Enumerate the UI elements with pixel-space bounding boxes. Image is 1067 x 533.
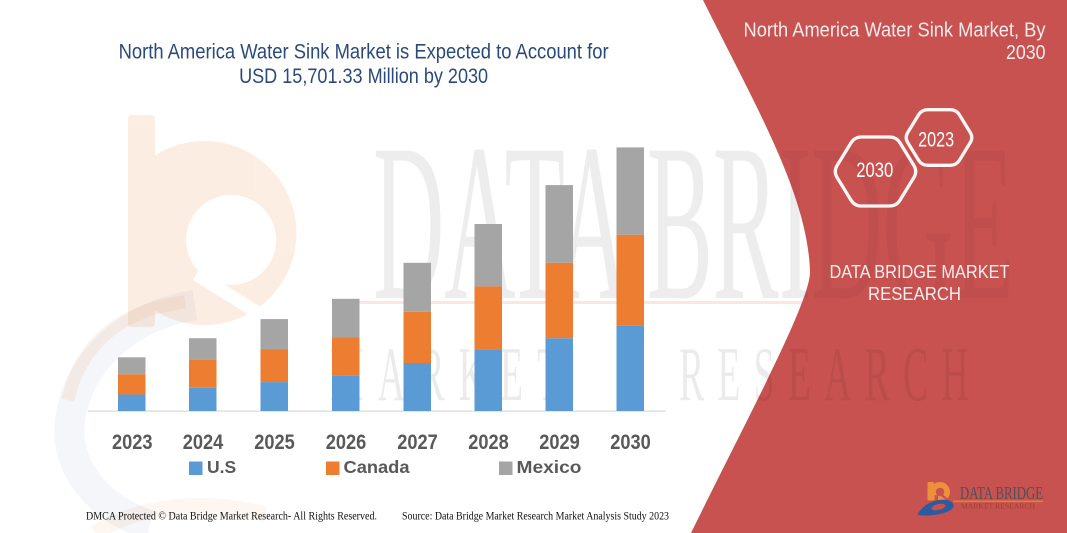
svg-text:U.S: U.S: [207, 457, 236, 477]
svg-text:DATA BRIDGE MARKET: DATA BRIDGE MARKET: [830, 261, 1010, 282]
svg-text:2030: 2030: [856, 159, 893, 182]
svg-text:2023: 2023: [112, 431, 153, 454]
svg-text:Source: Data Bridge Market Res: Source: Data Bridge Market Research Mark…: [402, 509, 669, 523]
svg-text:2027: 2027: [397, 431, 438, 454]
svg-text:USD 15,701.33 Million by 2030: USD 15,701.33 Million by 2030: [239, 65, 488, 88]
svg-text:2024: 2024: [183, 431, 224, 454]
svg-text:North America Water Sink Marke: North America Water Sink Market, By: [744, 20, 1046, 42]
svg-text:North America Water Sink Marke: North America Water Sink Market is Expec…: [119, 41, 609, 64]
svg-text:Mexico: Mexico: [517, 457, 582, 477]
svg-text:2030: 2030: [1006, 42, 1046, 64]
svg-text:RESEARCH: RESEARCH: [868, 283, 961, 304]
svg-text:MARKET RESEARCH: MARKET RESEARCH: [961, 503, 1035, 511]
svg-text:2028: 2028: [468, 431, 509, 454]
svg-text:2023: 2023: [918, 129, 954, 152]
svg-text:2029: 2029: [539, 431, 580, 454]
svg-text:DATA BRIDGE: DATA BRIDGE: [960, 483, 1043, 503]
svg-text:MARKET: MARKET: [330, 333, 575, 418]
svg-text:DMCA Protected © Data Bridge M: DMCA Protected © Data Bridge Market Rese…: [86, 509, 377, 523]
svg-text:Canada: Canada: [344, 457, 410, 477]
svg-text:2025: 2025: [254, 431, 295, 454]
svg-text:2026: 2026: [326, 431, 367, 454]
svg-text:2030: 2030: [610, 431, 651, 454]
